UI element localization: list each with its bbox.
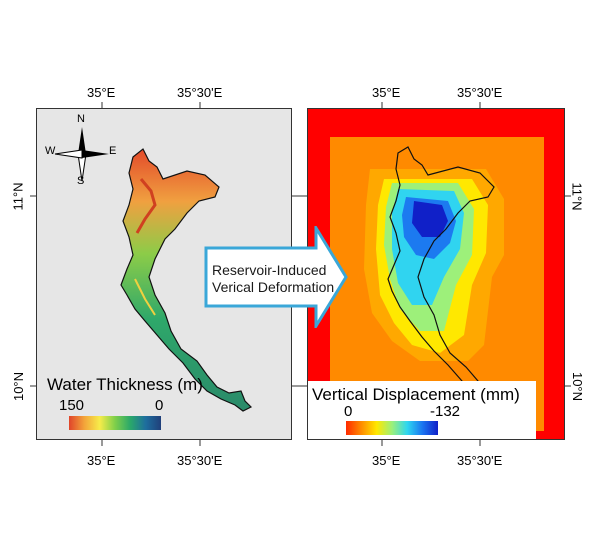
water-thickness-legend-title: Water Thickness (m) xyxy=(47,375,203,394)
compass-rose-icon xyxy=(54,127,109,182)
displacement-min: 0 xyxy=(344,403,353,420)
vertical-displacement-map: Vertical Displacement (mm) 0 -132 xyxy=(307,108,565,440)
reservoir-thickness-shape xyxy=(120,148,253,412)
bottom-tick-right-1: 35°E xyxy=(372,453,401,468)
displacement-field xyxy=(330,137,544,431)
water-thickness-min: 0 xyxy=(155,397,164,414)
top-tick-right-1: 35°E xyxy=(372,85,401,100)
compass-w: W xyxy=(45,145,56,157)
displacement-max: -132 xyxy=(430,403,461,420)
top-tick-right-2: 35°30'E xyxy=(457,85,503,100)
arrow-label-line2: Verical Deformation xyxy=(212,279,335,295)
water-thickness-colorbar xyxy=(69,416,161,430)
compass-n: N xyxy=(77,113,85,125)
displacement-colorbar xyxy=(346,421,438,435)
compass-s: S xyxy=(77,175,85,187)
bottom-tick-right-2: 35°30'E xyxy=(457,453,503,468)
water-thickness-max: 150 xyxy=(59,397,85,414)
top-tick-left-2: 35°30'E xyxy=(177,85,223,100)
arrow-label-line1: Reservoir-Induced xyxy=(212,262,327,278)
bottom-tick-left-1: 35°E xyxy=(87,453,116,468)
bottom-tick-left-2: 35°30'E xyxy=(177,453,223,468)
displacement-legend-title: Vertical Displacement (mm) xyxy=(312,385,520,404)
top-tick-left-1: 35°E xyxy=(87,85,116,100)
compass-e: E xyxy=(109,145,117,157)
deformation-arrow xyxy=(204,226,348,328)
